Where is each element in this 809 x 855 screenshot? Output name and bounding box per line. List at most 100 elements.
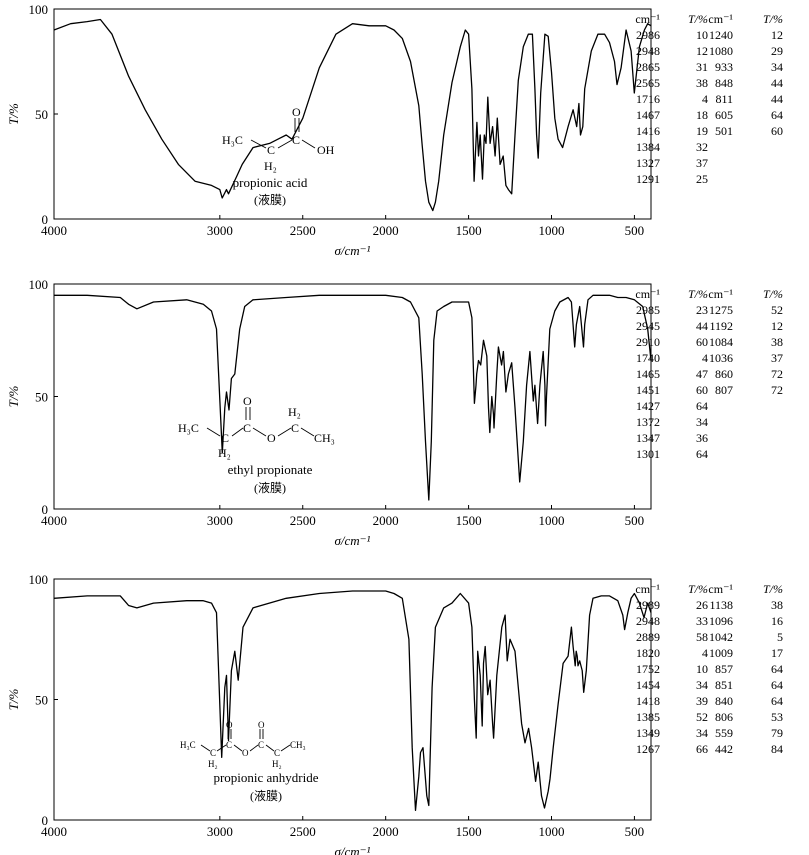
peak-table-header: T/%	[688, 12, 708, 26]
peak-table-cell: 64	[771, 662, 783, 676]
peak-table-cell: 34	[696, 726, 708, 740]
sample-note: (液膜)	[254, 192, 286, 207]
x-tick-label: 500	[625, 824, 645, 839]
peak-table-cell: 66	[696, 742, 708, 756]
y-tick-label: 50	[35, 390, 48, 405]
peak-table-cell: 2865	[636, 60, 660, 74]
peak-table-cell: 559	[715, 726, 733, 740]
peak-table-cell: 1740	[636, 351, 660, 365]
peak-table-header: cm⁻¹	[635, 582, 660, 596]
peak-table-cell: 2945	[636, 319, 660, 333]
peak-table-header: T/%	[688, 287, 708, 301]
structure-atom: H₃C	[222, 133, 243, 147]
y-tick-label: 0	[42, 212, 49, 227]
peak-table-cell: 26	[696, 598, 708, 612]
structure-atom: C	[291, 421, 299, 435]
peak-table-cell: 64	[771, 694, 783, 708]
peak-table-cell: 64	[771, 678, 783, 692]
peak-table-cell: 442	[715, 742, 733, 756]
peak-table-cell: 34	[696, 415, 708, 429]
y-tick-label: 50	[35, 693, 48, 708]
y-tick-label: 0	[42, 502, 49, 517]
peak-table-cell: 1240	[709, 28, 733, 42]
y-axis-label: T/%	[6, 385, 21, 407]
peak-table-cell: 38	[696, 76, 708, 90]
y-tick-label: 0	[42, 813, 49, 828]
structure-atom: O	[243, 394, 252, 408]
peak-table-header: cm⁻¹	[708, 582, 733, 596]
x-tick-label: 2500	[290, 223, 316, 238]
peak-table-cell: 1416	[636, 124, 660, 138]
peak-table-header: T/%	[763, 582, 783, 596]
spectrum-line	[54, 294, 652, 501]
structure-bond	[277, 139, 293, 149]
peak-table-cell: 605	[715, 108, 733, 122]
peak-table-cell: 1080	[709, 44, 733, 58]
peak-table-header: cm⁻¹	[708, 287, 733, 301]
peak-table-header: T/%	[763, 12, 783, 26]
peak-table-cell: 2889	[636, 630, 660, 644]
peak-table-cell: 33	[696, 614, 708, 628]
peak-table-cell: 23	[696, 303, 708, 317]
structure-atom: C	[243, 421, 251, 435]
structure-bond	[301, 139, 316, 149]
peak-table-cell: 52	[696, 710, 708, 724]
peak-table-cell: 52	[771, 303, 783, 317]
peak-table-cell: 1427	[636, 399, 660, 413]
structure-atom: C	[258, 740, 264, 750]
peak-table-cell: 39	[696, 694, 708, 708]
x-tick-label: 1500	[456, 824, 482, 839]
x-tick-label: 500	[625, 513, 645, 528]
peak-table-header: cm⁻¹	[635, 12, 660, 26]
peak-table-cell: 19	[696, 124, 708, 138]
peak-table-cell: 840	[715, 694, 733, 708]
structure-bond	[300, 427, 315, 437]
peak-table-cell: 1192	[709, 319, 733, 333]
peak-table-cell: 10	[696, 28, 708, 42]
peak-table-cell: 4	[702, 351, 708, 365]
peak-table-cell: 4	[702, 92, 708, 106]
peak-table-cell: 60	[771, 124, 783, 138]
peak-table-cell: 2948	[636, 44, 660, 58]
peak-table-cell: 1036	[709, 351, 733, 365]
peak-table-cell: 64	[771, 108, 783, 122]
x-tick-label: 3000	[207, 513, 233, 528]
peak-table-cell: 1752	[636, 662, 660, 676]
peak-table-cell: 84	[771, 742, 783, 756]
peak-table-cell: 933	[715, 60, 733, 74]
spectrum-panel-1: 4000 3000 2500 2000 1500 1000 500 0 50 100 T/% σ/cm…	[6, 2, 783, 258]
spectrum-line	[53, 590, 652, 812]
peak-table-cell: 10	[696, 662, 708, 676]
peak-table-header: T/%	[688, 582, 708, 596]
plot-frame	[53, 283, 652, 510]
peak-table-cell: 44	[771, 76, 783, 90]
structure-atom: OH	[317, 143, 335, 157]
peak-table-cell: 2985	[636, 303, 660, 317]
structure-atom: O	[258, 720, 265, 730]
peak-table-cell: 2986	[636, 28, 660, 42]
x-tick-label: 2000	[373, 824, 399, 839]
structure-atom: CH₃	[314, 431, 335, 445]
peak-table-cell: 38	[771, 598, 783, 612]
peak-table-cell: 72	[771, 367, 783, 381]
structure-atom: C	[221, 431, 229, 445]
peak-table-cell: 2910	[636, 335, 660, 349]
peak-table-cell: 501	[715, 124, 733, 138]
x-tick-label: 2500	[290, 513, 316, 528]
peak-table-cell: 1418	[636, 694, 660, 708]
structure-atom: H₂	[264, 159, 277, 173]
peak-table-cell: 1384	[636, 140, 660, 154]
peak-table-cell: 851	[715, 678, 733, 692]
plot-frame	[53, 578, 652, 821]
peak-table-cell: 1301	[636, 447, 660, 461]
structure-atom: C	[210, 748, 216, 758]
x-tick-label: 3000	[207, 824, 233, 839]
peak-table-cell: 1138	[709, 598, 733, 612]
x-tick-label: 4000	[41, 223, 67, 238]
structure-atom: O	[242, 748, 249, 758]
x-tick-label: 1500	[456, 223, 482, 238]
peak-table-header: T/%	[763, 287, 783, 301]
spectrum-panel-2: 4000 3000 2500 2000 1500 1000 500 0 50 100 T/% σ/cm…	[6, 277, 783, 548]
x-axis-label: σ/cm⁻¹	[335, 533, 371, 548]
